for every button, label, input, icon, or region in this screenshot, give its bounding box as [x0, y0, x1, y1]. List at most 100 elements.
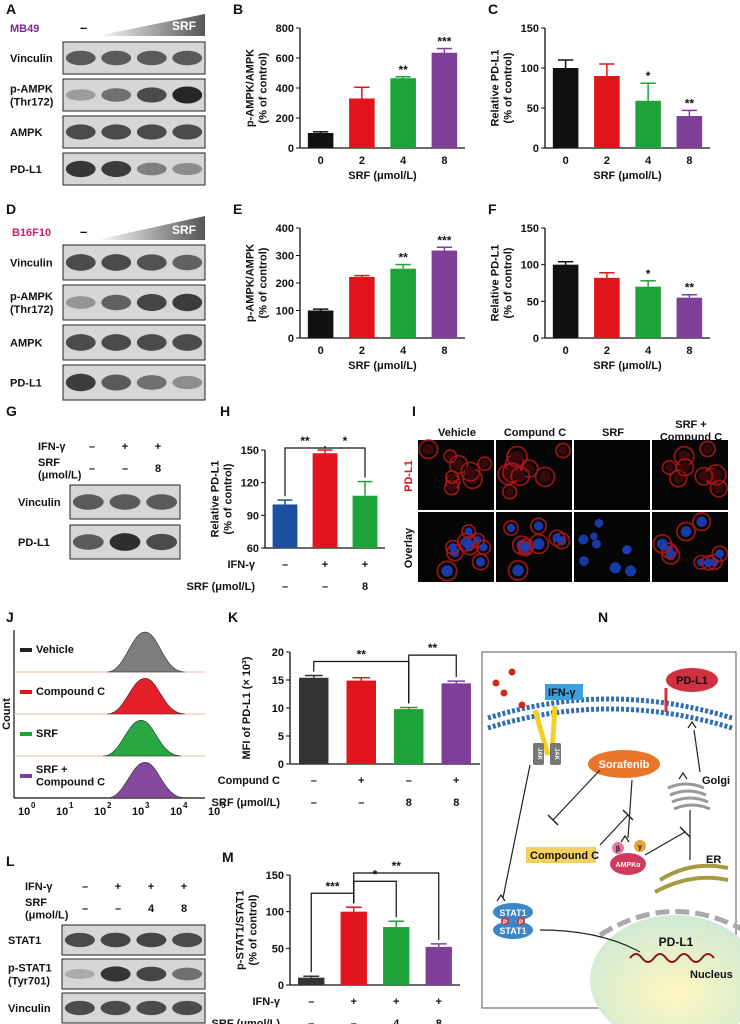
ampk-oval: [610, 853, 646, 875]
blotD-header: B16F10 – SRF: [12, 216, 205, 240]
phospho-label: P: [519, 920, 523, 926]
cell-membrane: [534, 466, 556, 488]
y-tick-label: 150: [521, 223, 539, 235]
nucleus-label-line: Nucleus: [690, 969, 733, 981]
jak-box: [550, 743, 561, 765]
chart-E: 0 100 200 300 400 0 2 ** 4 *** 8 SRF (μmol/L) p-AMPK…: [245, 223, 465, 372]
blot-band: [172, 1000, 203, 1016]
cond-value: +: [181, 881, 187, 893]
panel-letter-G: G: [6, 403, 17, 419]
y-tick-label-line: 400: [276, 223, 294, 235]
y-tick-label-line: 90: [247, 510, 259, 522]
arrow-head: [496, 893, 506, 902]
y-tick-label-line: 0: [288, 333, 294, 345]
er-label-line: ER: [706, 854, 721, 866]
blot-row-label-line: AMPK: [10, 338, 42, 350]
treat-label: SRF: [172, 19, 196, 33]
panel-letter-K-line: K: [228, 609, 238, 625]
cell-membrane: [711, 545, 729, 563]
y-tick-label: 0: [288, 333, 294, 345]
y-tick-label-line: 0: [278, 759, 284, 771]
y-tick-label-line: 100: [521, 63, 539, 75]
cond-label: SRF (μmol/L): [38, 457, 82, 482]
cond-value-line: –: [308, 1018, 314, 1024]
blot-band: [136, 254, 167, 271]
cell-membrane: [700, 554, 717, 571]
panel-letter-H-line: H: [220, 403, 230, 419]
inhibition-bar: [547, 814, 559, 826]
cond-value-line: +: [115, 881, 121, 893]
y-axis-label: MFI of PD-L1 (× 10³): [241, 656, 253, 759]
blot-row-label-line: p-STAT1: [8, 963, 52, 975]
x-tick-label-line: 0: [563, 155, 569, 167]
y-tick-label: 400: [276, 83, 294, 95]
ampk-label: AMPKα: [616, 862, 642, 869]
blot-band: [100, 966, 131, 982]
y-axis-label-line: Relative PD-L1: [490, 49, 502, 126]
cond-label: Compund C: [218, 775, 280, 787]
flow-x-tick-base: 10: [18, 806, 30, 818]
blot-band: [136, 50, 167, 66]
bar: [352, 495, 378, 548]
bar: [390, 268, 416, 338]
panel-letter-E: E: [233, 201, 242, 217]
cond-value: –: [122, 463, 128, 475]
flow-x-tick-exp: 4: [183, 801, 188, 810]
L-blot: STAT1 p-STAT1 (Tyr701) Vinculin: [8, 924, 206, 1024]
x-tick-label-line: 0: [318, 155, 324, 167]
x-axis-label-line: SRF (μmol/L): [593, 360, 662, 372]
flow-histogram: [106, 677, 186, 715]
bar: [552, 264, 579, 338]
blot-band: [101, 124, 132, 140]
x-tick-label-line: 8: [686, 155, 692, 167]
cond-value-line: +: [322, 559, 328, 571]
pdl1-protein: [666, 668, 718, 692]
micrograph: [574, 440, 650, 510]
minus-label: –: [80, 224, 87, 239]
blot-band: [100, 932, 131, 948]
flow-x-tick-exp-line: 0: [31, 801, 36, 810]
y-tick-label: 0: [278, 759, 284, 771]
inhibition-line: [552, 769, 601, 821]
panel-letter-G-line: G: [6, 403, 17, 419]
y-axis-label-line: Relative PD-L1: [210, 460, 222, 537]
panel-letter-C: C: [488, 1, 498, 17]
x-axis-label-line: SRF (μmol/L): [593, 170, 662, 182]
y-tick-label-line: 300: [276, 251, 294, 263]
blot-band: [109, 494, 141, 510]
minus-label-line: –: [80, 20, 87, 35]
blot-row-label-line: (Tyr701): [8, 975, 50, 987]
cond-value: 8: [406, 797, 412, 809]
panel-letter-F: F: [488, 201, 497, 217]
panel-letter-D: D: [6, 201, 16, 217]
cond-value-line: –: [115, 903, 121, 915]
blot-band: [72, 534, 104, 550]
bar: [390, 78, 416, 148]
blot-row-label: p-AMPK (Thr172): [10, 84, 54, 109]
flow-legend-label: Compound C: [36, 686, 105, 698]
ampk-beta-label: β: [616, 846, 621, 853]
blot-row-label-line: Vinculin: [10, 258, 53, 270]
cell-interior: [673, 473, 684, 484]
image-col-label: Vehicle: [438, 427, 476, 439]
x-axis-label: SRF (μmol/L): [593, 360, 662, 372]
cond-value: 4: [148, 903, 155, 915]
sig-label-line: *: [373, 867, 378, 881]
y-tick-label: 20: [272, 647, 284, 659]
micrograph: [574, 512, 650, 582]
nucleus-label: Nucleus: [690, 969, 733, 981]
image-row-label-line: PD-L1: [403, 460, 415, 492]
cell-membrane: [475, 539, 492, 556]
sig-label-line: **: [685, 96, 695, 110]
blot-band: [172, 932, 203, 948]
cond-value-line: –: [351, 1018, 357, 1024]
y-axis-label-line: (% of control): [257, 52, 269, 123]
cond-label-line: IFN-γ: [253, 996, 281, 1008]
y-tick-label-line: 120: [241, 478, 259, 490]
cond-value-line: 4: [393, 1018, 400, 1024]
sig-label-line: ***: [325, 879, 339, 893]
bar: [298, 977, 325, 985]
flow-x-tick-exp-line: 5: [221, 801, 226, 810]
flow-legend-label-line: Compound C: [36, 686, 105, 698]
